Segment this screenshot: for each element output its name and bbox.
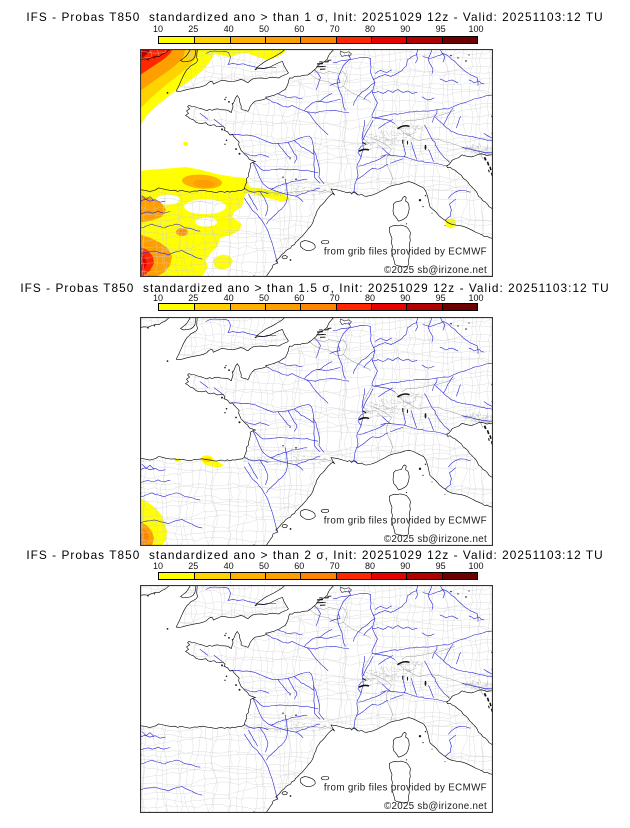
svg-text:from grib files provided by EC: from grib files provided by ECMWF bbox=[324, 247, 487, 258]
svg-text:©2025 sb@irizone.net: ©2025 sb@irizone.net bbox=[384, 533, 487, 544]
svg-text:from grib files provided by EC: from grib files provided by ECMWF bbox=[324, 783, 487, 794]
svg-text:from grib files provided by EC: from grib files provided by ECMWF bbox=[324, 515, 487, 526]
svg-text:©2025 sb@irizone.net: ©2025 sb@irizone.net bbox=[384, 265, 487, 276]
svg-text:©2025 sb@irizone.net: ©2025 sb@irizone.net bbox=[384, 801, 487, 812]
